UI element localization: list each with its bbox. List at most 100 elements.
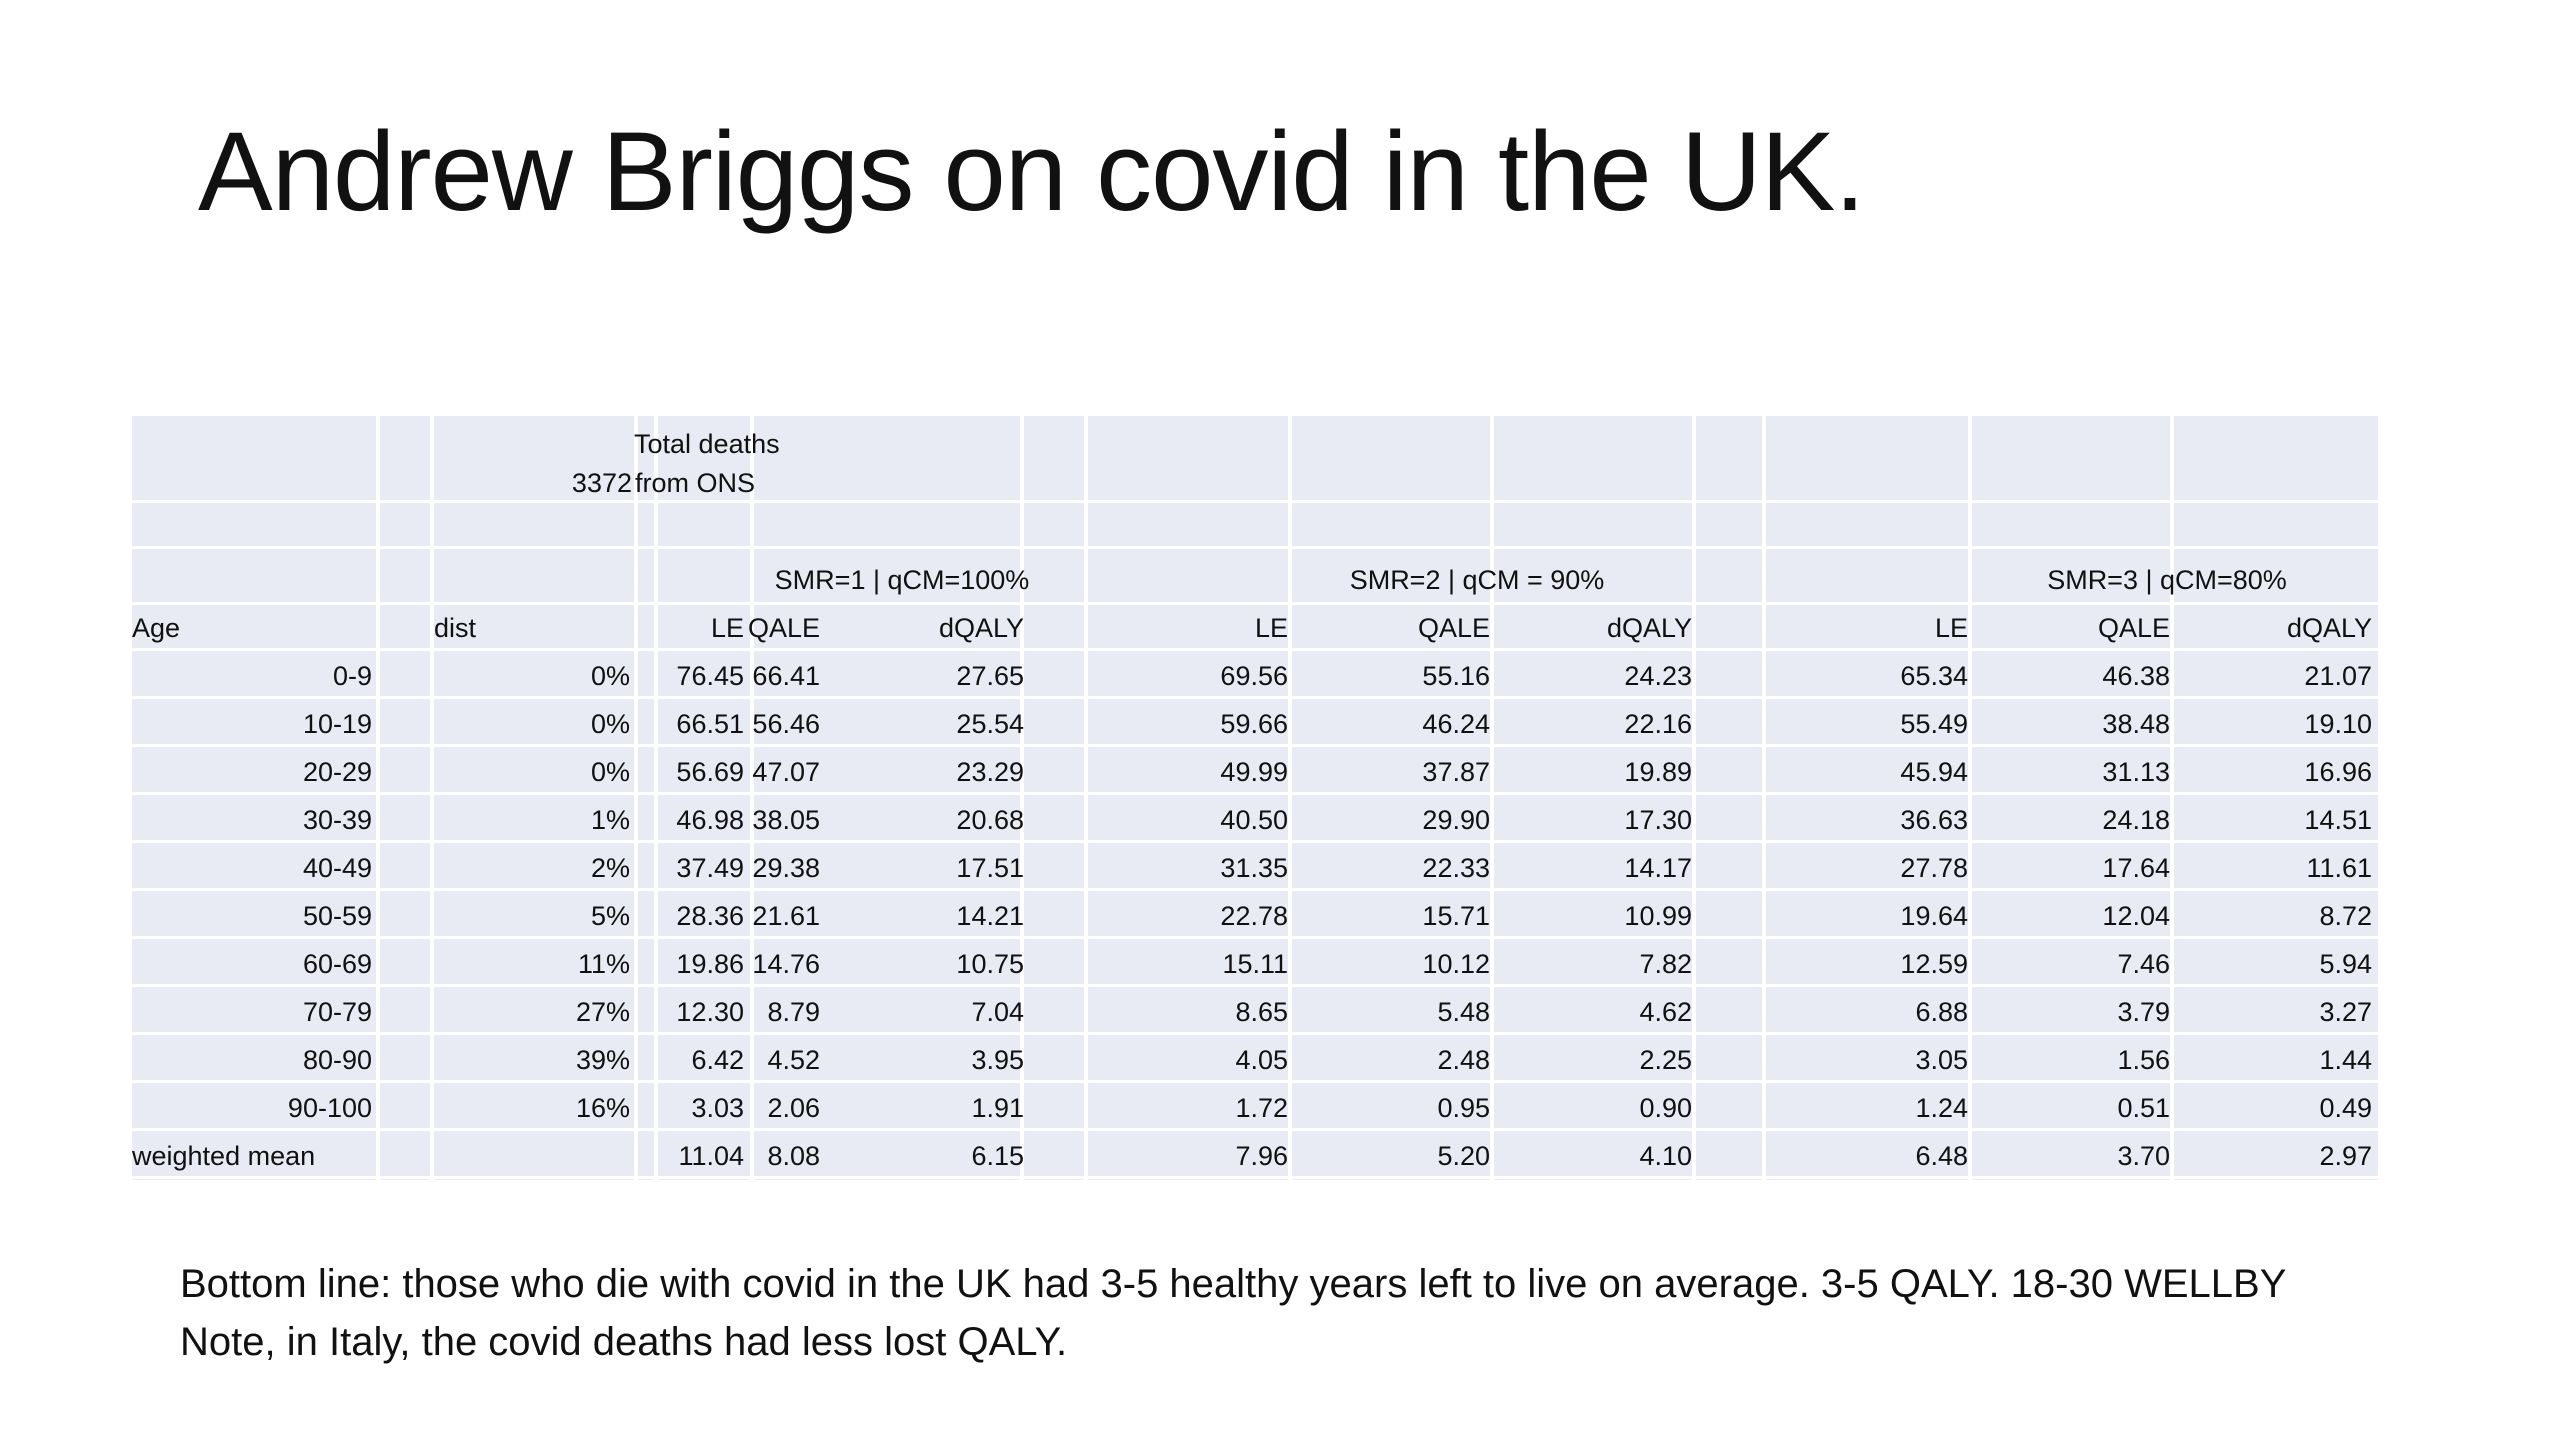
weighted-mean-value: 2.97	[2319, 1141, 2372, 1171]
value-cell: 14.21	[956, 901, 1024, 931]
value-cell: 31.13	[2102, 757, 2170, 787]
row-divider	[132, 696, 2378, 699]
value-cell: 21.61	[752, 901, 820, 931]
row-divider	[132, 936, 2378, 939]
weighted-mean-value: 7.96	[1235, 1141, 1288, 1171]
value-cell: 6.42	[691, 1045, 744, 1075]
group-header-1: SMR=1 | qCM=100%	[774, 565, 1030, 595]
weighted-mean-value: 5.20	[1437, 1141, 1490, 1171]
value-cell: 76.45	[676, 661, 744, 691]
value-cell: 15.11	[1222, 949, 1288, 979]
column-header-dqaly-3: dQALY	[2286, 613, 2372, 643]
total-deaths-source: from ONS	[635, 468, 756, 498]
value-cell: 19.10	[2304, 709, 2372, 739]
value-cell: 10.75	[956, 949, 1024, 979]
dist-cell: 39%	[575, 1045, 630, 1075]
value-cell: 3.95	[971, 1045, 1024, 1075]
value-cell: 29.90	[1422, 805, 1490, 835]
value-cell: 22.33	[1422, 853, 1490, 883]
value-cell: 4.62	[1639, 997, 1692, 1027]
column-divider	[1490, 416, 1494, 1180]
value-cell: 37.87	[1422, 757, 1490, 787]
weighted-mean-label: weighted mean	[132, 1141, 316, 1171]
value-cell: 8.79	[767, 997, 820, 1027]
row-divider	[132, 602, 2378, 605]
column-divider	[1692, 416, 1696, 1180]
row-divider	[132, 1176, 2378, 1179]
value-cell: 2.25	[1639, 1045, 1692, 1075]
column-divider	[1762, 416, 1766, 1180]
value-cell: 5.48	[1437, 997, 1490, 1027]
column-header-le-2: LE	[1254, 613, 1288, 643]
column-header-age: Age	[132, 613, 181, 643]
value-cell: 3.03	[691, 1093, 744, 1123]
value-cell: 46.98	[676, 805, 744, 835]
value-cell: 55.49	[1900, 709, 1968, 739]
weighted-mean-value: 11.04	[678, 1141, 744, 1171]
value-cell: 21.07	[2304, 661, 2372, 691]
value-cell: 5.94	[2319, 949, 2372, 979]
value-cell: 2.48	[1437, 1045, 1490, 1075]
value-cell: 25.54	[956, 709, 1024, 739]
value-cell: 66.51	[676, 709, 744, 739]
footnote-line-2: Note, in Italy, the covid deaths had les…	[180, 1320, 1068, 1364]
column-header-dist: dist	[434, 613, 477, 643]
value-cell: 38.05	[752, 805, 820, 835]
value-cell: 10.99	[1624, 901, 1692, 931]
value-cell: 1.24	[1915, 1093, 1968, 1123]
row-divider	[132, 1080, 2378, 1083]
value-cell: 16.96	[2304, 757, 2372, 787]
value-cell: 22.78	[1220, 901, 1288, 931]
dist-cell: 5%	[590, 901, 630, 931]
column-header-le-3: LE	[1934, 613, 1968, 643]
dist-cell: 27%	[575, 997, 630, 1027]
value-cell: 59.66	[1220, 709, 1288, 739]
value-cell: 0.51	[2117, 1093, 2170, 1123]
dist-cell: 2%	[590, 853, 630, 883]
value-cell: 7.46	[2117, 949, 2170, 979]
value-cell: 14.51	[2304, 805, 2372, 835]
value-cell: 4.05	[1235, 1045, 1288, 1075]
data-table: Total deaths 3372 from ONS SMR=1 | qCM=100%…	[132, 416, 2378, 1180]
value-cell: 10.12	[1422, 949, 1490, 979]
row-divider	[132, 840, 2378, 843]
value-cell: 8.65	[1235, 997, 1288, 1027]
value-cell: 27.78	[1900, 853, 1968, 883]
value-cell: 45.94	[1900, 757, 1968, 787]
total-deaths-value: 3372	[571, 468, 632, 498]
weighted-mean-value: 4.10	[1639, 1141, 1692, 1171]
value-cell: 1.44	[2319, 1045, 2372, 1075]
value-cell: 0.95	[1437, 1093, 1490, 1123]
value-cell: 15.71	[1422, 901, 1490, 931]
group-header-2: SMR=2 | qCM = 90%	[1349, 565, 1605, 595]
value-cell: 56.69	[676, 757, 744, 787]
weighted-mean-value: 3.70	[2117, 1141, 2170, 1171]
column-header-le-1: LE	[710, 613, 744, 643]
column-divider	[654, 416, 658, 1180]
value-cell: 19.64	[1900, 901, 1968, 931]
value-cell: 20.68	[956, 805, 1024, 835]
value-cell: 1.91	[971, 1093, 1024, 1123]
dist-cell: 0%	[590, 757, 630, 787]
age-cell: 50-59	[302, 901, 372, 931]
value-cell: 14.17	[1624, 853, 1692, 883]
column-divider	[1084, 416, 1088, 1180]
group-header-3: SMR=3 | qCM=80%	[2047, 565, 2287, 595]
value-cell: 23.29	[956, 757, 1024, 787]
age-cell: 80-90	[302, 1045, 372, 1075]
value-cell: 24.23	[1624, 661, 1692, 691]
value-cell: 7.04	[971, 997, 1024, 1027]
value-cell: 0.49	[2319, 1093, 2372, 1123]
value-cell: 36.63	[1900, 805, 1968, 835]
value-cell: 0.90	[1639, 1093, 1692, 1123]
value-cell: 11.61	[2306, 853, 2372, 883]
slide-title: Andrew Briggs on covid in the UK.	[198, 109, 1866, 234]
weighted-mean-value: 6.48	[1915, 1141, 1968, 1171]
value-cell: 69.56	[1220, 661, 1288, 691]
dist-cell: 0%	[590, 661, 630, 691]
column-divider	[1020, 416, 1024, 1180]
dist-cell: 1%	[590, 805, 630, 835]
footnote-line-1: Bottom line: those who die with covid in…	[180, 1262, 2287, 1306]
value-cell: 7.82	[1639, 949, 1692, 979]
column-divider	[376, 416, 380, 1180]
